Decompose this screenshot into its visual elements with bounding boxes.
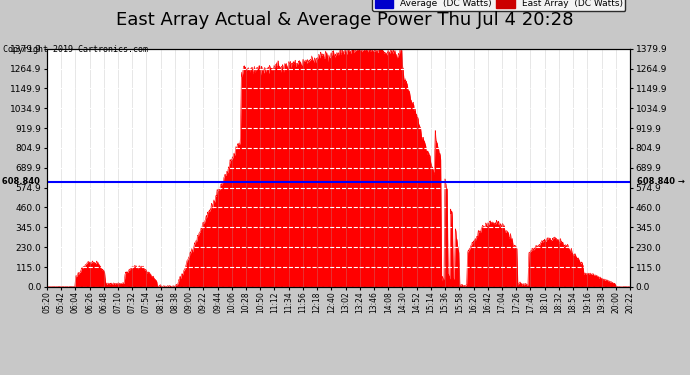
Text: 608.840 →: 608.840 → bbox=[637, 177, 684, 186]
Text: East Array Actual & Average Power Thu Jul 4 20:28: East Array Actual & Average Power Thu Ju… bbox=[116, 11, 574, 29]
Text: Copyright 2019 Cartronics.com: Copyright 2019 Cartronics.com bbox=[3, 45, 148, 54]
Text: ← 608.840: ← 608.840 bbox=[0, 177, 40, 186]
Legend: Average  (DC Watts), East Array  (DC Watts): Average (DC Watts), East Array (DC Watts… bbox=[373, 0, 625, 11]
